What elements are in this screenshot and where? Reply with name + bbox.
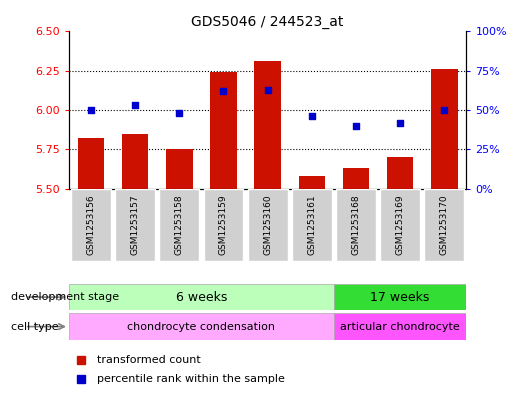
Bar [380,189,420,261]
Text: development stage: development stage [11,292,119,302]
Bar [343,168,369,189]
Text: GSM1253168: GSM1253168 [351,195,360,255]
Text: GSM1253160: GSM1253160 [263,195,272,255]
Text: chondrocyte condensation: chondrocyte condensation [127,321,276,332]
Bar [204,189,243,261]
Bar [334,284,466,310]
Point [396,119,404,126]
Bar [116,189,155,261]
Text: GSM1253161: GSM1253161 [307,195,316,255]
Text: GSM1253169: GSM1253169 [396,195,404,255]
Bar [387,157,413,189]
Point [352,123,360,129]
Bar [166,149,192,189]
Text: GSM1253158: GSM1253158 [175,195,184,255]
Text: percentile rank within the sample: percentile rank within the sample [97,374,285,384]
Bar [69,313,334,340]
Title: GDS5046 / 244523_at: GDS5046 / 244523_at [191,15,344,29]
Bar [248,189,287,261]
Bar [78,138,104,189]
Text: cell type: cell type [11,321,58,332]
Bar [298,176,325,189]
Point [263,86,272,93]
Text: 6 weeks: 6 weeks [176,290,227,304]
Point [175,110,183,116]
Text: GSM1253170: GSM1253170 [440,195,449,255]
Bar [210,72,237,189]
Point [219,88,228,94]
Bar [71,189,111,261]
Text: 17 weeks: 17 weeks [370,290,430,304]
Point [440,107,448,113]
Bar [334,313,466,340]
Text: GSM1253156: GSM1253156 [86,195,95,255]
Bar [254,61,281,189]
Text: GSM1253157: GSM1253157 [131,195,139,255]
Text: GSM1253159: GSM1253159 [219,195,228,255]
Point [307,113,316,119]
Bar [431,69,457,189]
Point [87,107,95,113]
Text: articular chondrocyte: articular chondrocyte [340,321,460,332]
Text: transformed count: transformed count [97,354,200,365]
Bar [425,189,464,261]
Bar [122,134,148,189]
Bar [292,189,332,261]
Bar [69,284,334,310]
Bar [160,189,199,261]
Point [131,102,139,108]
Bar [336,189,376,261]
